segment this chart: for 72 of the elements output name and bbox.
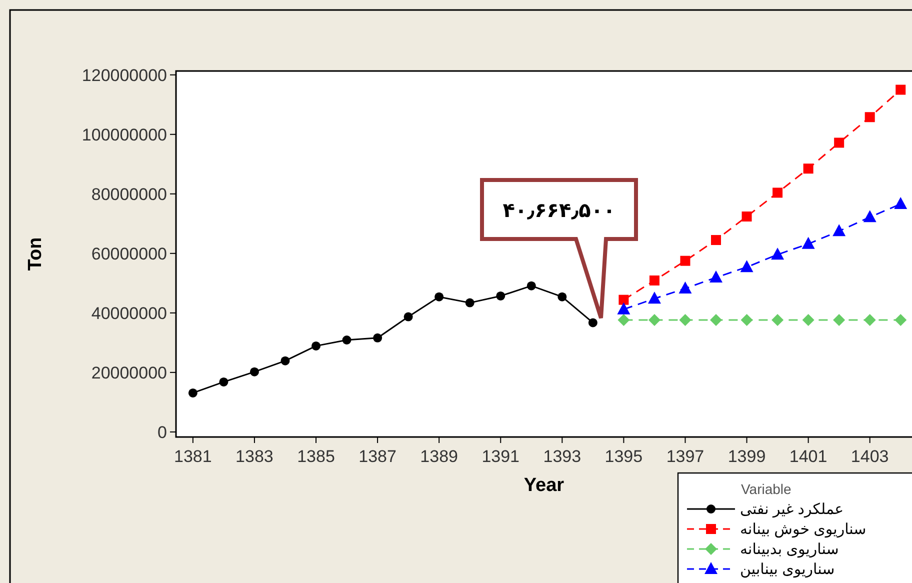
point (680, 256, 690, 266)
legend-label: سناریوی بدبینانه (740, 541, 839, 558)
x-tick-label: 1383 (236, 447, 274, 466)
point (833, 314, 846, 326)
point (434, 292, 444, 302)
annotation: ۴۰٫۶۶۴٫۵۰۰ (502, 200, 616, 222)
point (250, 367, 259, 376)
x-tick-label: 1381 (174, 447, 212, 466)
y-tick-label: 20000000 (91, 363, 167, 382)
point (740, 314, 753, 326)
point (618, 314, 630, 326)
point (404, 312, 413, 322)
x-tick-label: 1399 (728, 447, 766, 466)
point (710, 314, 722, 326)
point (649, 275, 660, 286)
point (740, 260, 754, 272)
point (803, 164, 814, 174)
point (834, 138, 844, 148)
y-tick-label: 80000000 (91, 184, 167, 204)
point (617, 302, 630, 314)
point (864, 112, 875, 122)
point (312, 341, 320, 350)
point (280, 356, 290, 366)
point (894, 314, 907, 326)
point (710, 270, 722, 283)
legend-title: Variable (741, 481, 792, 497)
point (558, 292, 567, 302)
point (863, 210, 876, 222)
x-tick-label: 1385 (297, 447, 335, 466)
point (896, 84, 906, 95)
legend-label: عملکرد غیر نفتی (740, 501, 844, 518)
x-axis-title: Year (524, 475, 565, 496)
point (772, 314, 784, 326)
point (742, 212, 752, 222)
point (648, 292, 661, 304)
point (373, 333, 382, 342)
x-tick-label: 1389 (420, 447, 458, 466)
point (832, 224, 846, 236)
point (342, 335, 352, 344)
point (772, 188, 783, 198)
y-tick-label: 40000000 (91, 304, 167, 323)
point (771, 248, 784, 260)
point (465, 298, 474, 308)
point (711, 235, 721, 246)
point (894, 197, 908, 210)
x-tick-label: 1403 (850, 447, 889, 466)
x-tick-label: 1401 (789, 447, 828, 466)
y-tick-label: 60000000 (91, 244, 167, 264)
point (618, 294, 629, 305)
point (864, 314, 876, 326)
x-tick-label: 1387 (358, 447, 396, 466)
point (588, 318, 598, 328)
y-axis-title: Ton (25, 237, 46, 271)
point (219, 377, 228, 386)
callout: ۴۰٫۶۶۴٫۵۰۰ (480, 178, 638, 320)
point (678, 282, 692, 294)
y-tick-label: 120000000 (82, 66, 167, 85)
legend-label: سناریوی بینابین (740, 561, 835, 578)
point (802, 314, 814, 326)
x-tick-label: 1391 (482, 447, 520, 466)
point (679, 314, 692, 326)
x-tick-label: 1393 (543, 447, 582, 466)
point (496, 291, 506, 300)
x-tick-label: 1395 (604, 447, 643, 466)
point (802, 236, 815, 249)
point (648, 314, 660, 326)
legend-label: سناریوی خوش بینانه (740, 521, 866, 538)
point (188, 388, 198, 398)
point (526, 281, 536, 290)
y-tick-label: 100000000 (82, 125, 167, 144)
y-tick-label: 0 (158, 422, 167, 442)
x-tick-label: 1397 (666, 447, 704, 466)
